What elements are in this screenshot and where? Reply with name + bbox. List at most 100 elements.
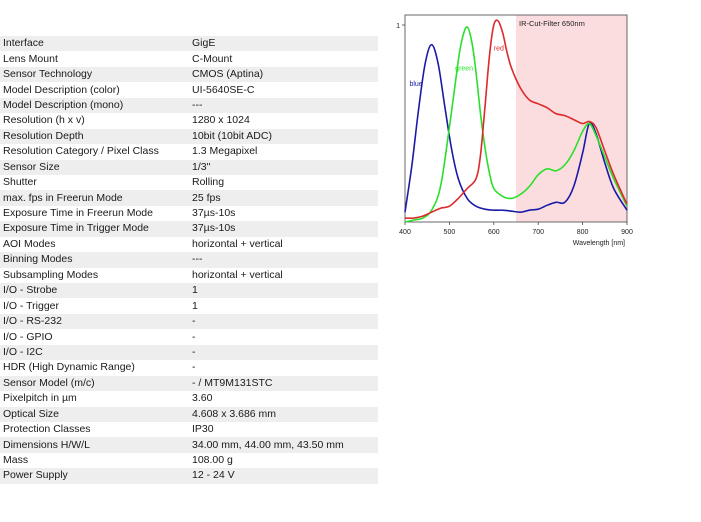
spec-value: CMOS (Aptina) — [189, 66, 378, 83]
spec-key: I/O - GPIO — [0, 329, 189, 345]
spec-key: Resolution Depth — [0, 128, 189, 145]
spec-row: Resolution Category / Pixel Class 1.3 Meg… — [0, 144, 378, 160]
series-label-green: green — [455, 65, 473, 72]
x-axis-label: Wavelength [nm] — [573, 240, 625, 247]
spec-value: IP30 — [189, 421, 378, 438]
spec-row: Model Description (color) UI-5640SE-C — [0, 82, 378, 98]
spec-row: I/O - RS-232- — [0, 313, 378, 330]
spec-key: Power Supply — [0, 468, 189, 484]
spec-value: 1 — [189, 283, 378, 299]
spec-value: 1 — [189, 298, 378, 314]
spec-row: Lens Mount C-Mount — [0, 51, 378, 67]
spec-key: AOI Modes — [0, 236, 189, 253]
spec-row: I/O - Strobe 1 — [0, 283, 378, 299]
spec-key: Optical Size — [0, 406, 189, 422]
spec-row: Model Description (mono) --- — [0, 97, 378, 114]
y-tick-label: 1 — [396, 23, 400, 30]
spec-value: UI-5640SE-C — [189, 82, 378, 98]
ir-cut-label: IR-Cut-Filter 650nm — [519, 19, 585, 28]
x-tick-label: 700 — [532, 229, 544, 236]
spec-value: 1.3 Megapixel — [189, 144, 378, 160]
spec-key: Lens Mount — [0, 51, 189, 67]
spec-row: Sensor Model (m/c) - / MT9M131STC — [0, 375, 378, 392]
spec-value: 34.00 mm, 44.00 mm, 43.50 mm — [189, 437, 378, 453]
spec-value: 37µs-10s — [189, 221, 378, 237]
spec-key: Exposure Time in Freerun Mode — [0, 205, 189, 222]
spec-row: Shutter Rolling — [0, 174, 378, 191]
spec-value: GigE — [189, 36, 378, 52]
spec-value: 12 - 24 V — [189, 468, 378, 484]
spec-key: I/O - Strobe — [0, 283, 189, 299]
spec-row: Mass 108.00 g — [0, 452, 378, 469]
spec-table: Interface GigE Lens Mount C-Mount Sensor Tec… — [0, 36, 378, 484]
spec-value: Rolling — [189, 174, 378, 191]
x-tick-label: 800 — [577, 229, 589, 236]
spec-row: Pixelpitch in µm 3.60 — [0, 391, 378, 407]
spectral-response-chart: IR-Cut-Filter 650nm 1 400 500 600 700 800 900 Wa… — [396, 14, 633, 247]
spec-value: 4.608 x 3.686 mm — [189, 406, 378, 422]
spec-value: 1/3" — [189, 159, 378, 175]
spec-value: 37µs-10s — [189, 205, 378, 222]
spec-value: C-Mount — [189, 51, 378, 67]
spec-value: 25 fps — [189, 190, 378, 206]
x-tick-label: 600 — [488, 229, 500, 236]
spec-value: horizontal + vertical — [189, 267, 378, 283]
spec-key: Interface — [0, 36, 189, 52]
spec-key: Binning Modes — [0, 252, 189, 268]
spec-key: I/O - I2C — [0, 344, 189, 361]
series-label-red: red — [494, 46, 504, 53]
spec-key: I/O - RS-232 — [0, 313, 189, 330]
spec-key: HDR (High Dynamic Range) — [0, 360, 189, 376]
spec-value: - — [189, 313, 378, 330]
spec-row: max. fps in Freerun Mode 25 fps — [0, 190, 378, 206]
spec-row: HDR (High Dynamic Range) - — [0, 360, 378, 376]
spec-row: Resolution Depth 10bit (10bit ADC) — [0, 128, 378, 145]
spec-row: Optical Size 4.608 x 3.686 mm — [0, 406, 378, 422]
spec-value: 3.60 — [189, 391, 378, 407]
spec-row: Binning Modes --- — [0, 252, 378, 268]
spec-key: Shutter — [0, 174, 189, 191]
spec-row: Sensor Technology CMOS (Aptina) — [0, 66, 378, 83]
spec-row: AOI Modes horizontal + vertical — [0, 236, 378, 253]
spec-value: horizontal + vertical — [189, 236, 378, 253]
spec-row: I/O - GPIO - — [0, 329, 378, 345]
spec-value: --- — [189, 97, 378, 114]
spec-key: Sensor Technology — [0, 66, 189, 83]
spec-key: Sensor Model (m/c) — [0, 375, 189, 392]
spec-key: Sensor Size — [0, 159, 189, 175]
spec-value: 10bit (10bit ADC) — [189, 128, 378, 145]
spec-key: Model Description (color) — [0, 82, 189, 98]
spec-key: max. fps in Freerun Mode — [0, 190, 189, 206]
spec-value: 108.00 g — [189, 452, 378, 469]
spec-table-body: Interface GigE Lens Mount C-Mount Sensor Tec… — [0, 36, 378, 484]
series-label-blue: blue — [409, 81, 422, 88]
spec-value: - — [189, 360, 378, 376]
spec-row: Subsampling Modes horizontal + vertical — [0, 267, 378, 283]
spec-row: Power Supply 12 - 24 V — [0, 468, 378, 484]
spec-row: Interface GigE — [0, 36, 378, 52]
spec-key: Model Description (mono) — [0, 97, 189, 114]
spec-row: Sensor Size 1/3" — [0, 159, 378, 175]
spec-key: Dimensions H/W/L — [0, 437, 189, 453]
spec-key: Resolution Category / Pixel Class — [0, 144, 189, 160]
spec-key: Mass — [0, 452, 189, 469]
x-tick-label: 400 — [399, 229, 411, 236]
spec-value: - / MT9M131STC — [189, 375, 378, 392]
spec-key: Protection Classes — [0, 421, 189, 438]
spec-key: Exposure Time in Trigger Mode — [0, 221, 189, 237]
spec-row: I/O - I2C - — [0, 344, 378, 361]
spec-key: Subsampling Modes — [0, 267, 189, 283]
spec-key: I/O - Trigger — [0, 298, 189, 314]
spec-row: Resolution (h x v) 1280 x 1024 — [0, 113, 378, 129]
series-line-blue — [404, 43, 628, 214]
series-line-red — [404, 19, 628, 220]
x-tick-label: 900 — [621, 229, 633, 236]
spec-value: 1280 x 1024 — [189, 113, 378, 129]
x-tick-label: 500 — [444, 229, 456, 236]
spec-value: --- — [189, 252, 378, 268]
spec-value: - — [189, 344, 378, 361]
series-line-green — [404, 26, 628, 223]
spec-value: - — [189, 329, 378, 345]
spec-row: Dimensions H/W/L 34.00 mm, 44.00 mm, 43.5… — [0, 437, 378, 453]
spec-row: I/O - Trigger 1 — [0, 298, 378, 314]
